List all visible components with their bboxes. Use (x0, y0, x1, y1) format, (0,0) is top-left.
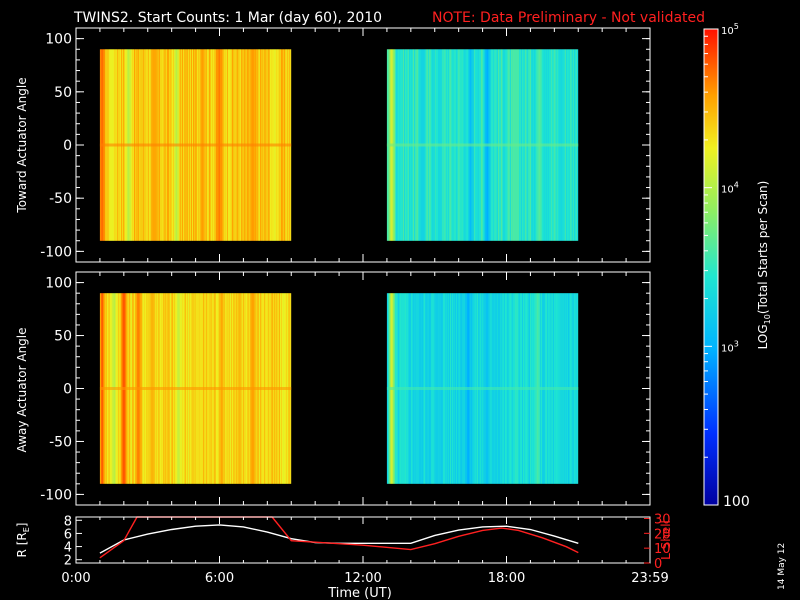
heatmap-block (386, 293, 579, 484)
xaxis-title: Time (UT) (327, 586, 392, 600)
orbit-ytick-left-label: 4 (64, 541, 72, 556)
orbit-ytick-right-label: 20 (654, 527, 671, 542)
orbit-ylabel-right: L Shell (659, 520, 673, 560)
zero-angle-line (386, 143, 579, 147)
ytick-label: 100 (45, 276, 72, 292)
colorbar-fill (704, 29, 718, 505)
orbit-ytick-right-label: 0 (654, 557, 662, 572)
chart-title: TWINS2. Start Counts: 1 Mar (day 60), 20… (73, 10, 382, 26)
ytick-label: 100 (45, 32, 72, 48)
orbit-ytick-right-label: 10 (654, 542, 671, 557)
ytick-label: 0 (63, 382, 72, 398)
xtick-label: 12:00 (344, 571, 381, 586)
orbit-ytick-left-label: 6 (64, 527, 72, 542)
colorbar-bottom-label: 100 (723, 494, 750, 510)
orbit-ytick-right-label: 30 (654, 512, 671, 527)
heatmap-block (386, 49, 579, 241)
xtick-label: 18:00 (488, 571, 525, 586)
ytick-label: 50 (54, 329, 72, 345)
heatmap-block (99, 49, 292, 241)
date-stamp: 14 May 12 (777, 543, 787, 590)
zero-angle-line (99, 387, 292, 390)
zero-angle-line (386, 387, 579, 390)
colorbar-tick-label: 105 (721, 22, 739, 37)
colorbar-tick-label: 104 (721, 181, 739, 196)
colorbar-tick-label: 103 (721, 339, 739, 354)
orbit-ytick-left-label: 8 (64, 514, 72, 529)
ytick-label: 0 (63, 138, 72, 154)
ytick-label: -50 (49, 191, 72, 207)
preliminary-note: NOTE: Data Preliminary - Not validated (432, 10, 705, 26)
orbit-ytick-left-label: 2 (64, 554, 72, 569)
zero-angle-line (99, 143, 292, 147)
away-panel: 100 50 0 -50 -100 (40, 271, 651, 506)
toward-panel: 100 50 0 -50 -100 (40, 27, 651, 263)
colorbar-ticks: 105 104 103 (704, 22, 739, 458)
ytick-label: -100 (40, 487, 72, 503)
away-ylabel: Away Actuator Angle (15, 327, 29, 452)
ytick-label: 50 (54, 85, 72, 101)
xtick-label: 0:00 (61, 571, 90, 586)
orbit-ylabel-left: R [RE] (15, 523, 31, 558)
ytick-label: -100 (40, 244, 72, 260)
heatmap-block (99, 293, 292, 484)
xtick-label: 23:59 (631, 571, 668, 586)
colorbar-title: LOG10(Total Starts per Scan) (756, 181, 772, 350)
ytick-label: -50 (49, 434, 72, 450)
colorbar: 105 104 103 100 LOG10(Total Starts per Sca… (703, 22, 772, 510)
toward-ylabel: Toward Actuator Angle (15, 77, 29, 213)
xtick-label: 6:00 (205, 571, 234, 586)
